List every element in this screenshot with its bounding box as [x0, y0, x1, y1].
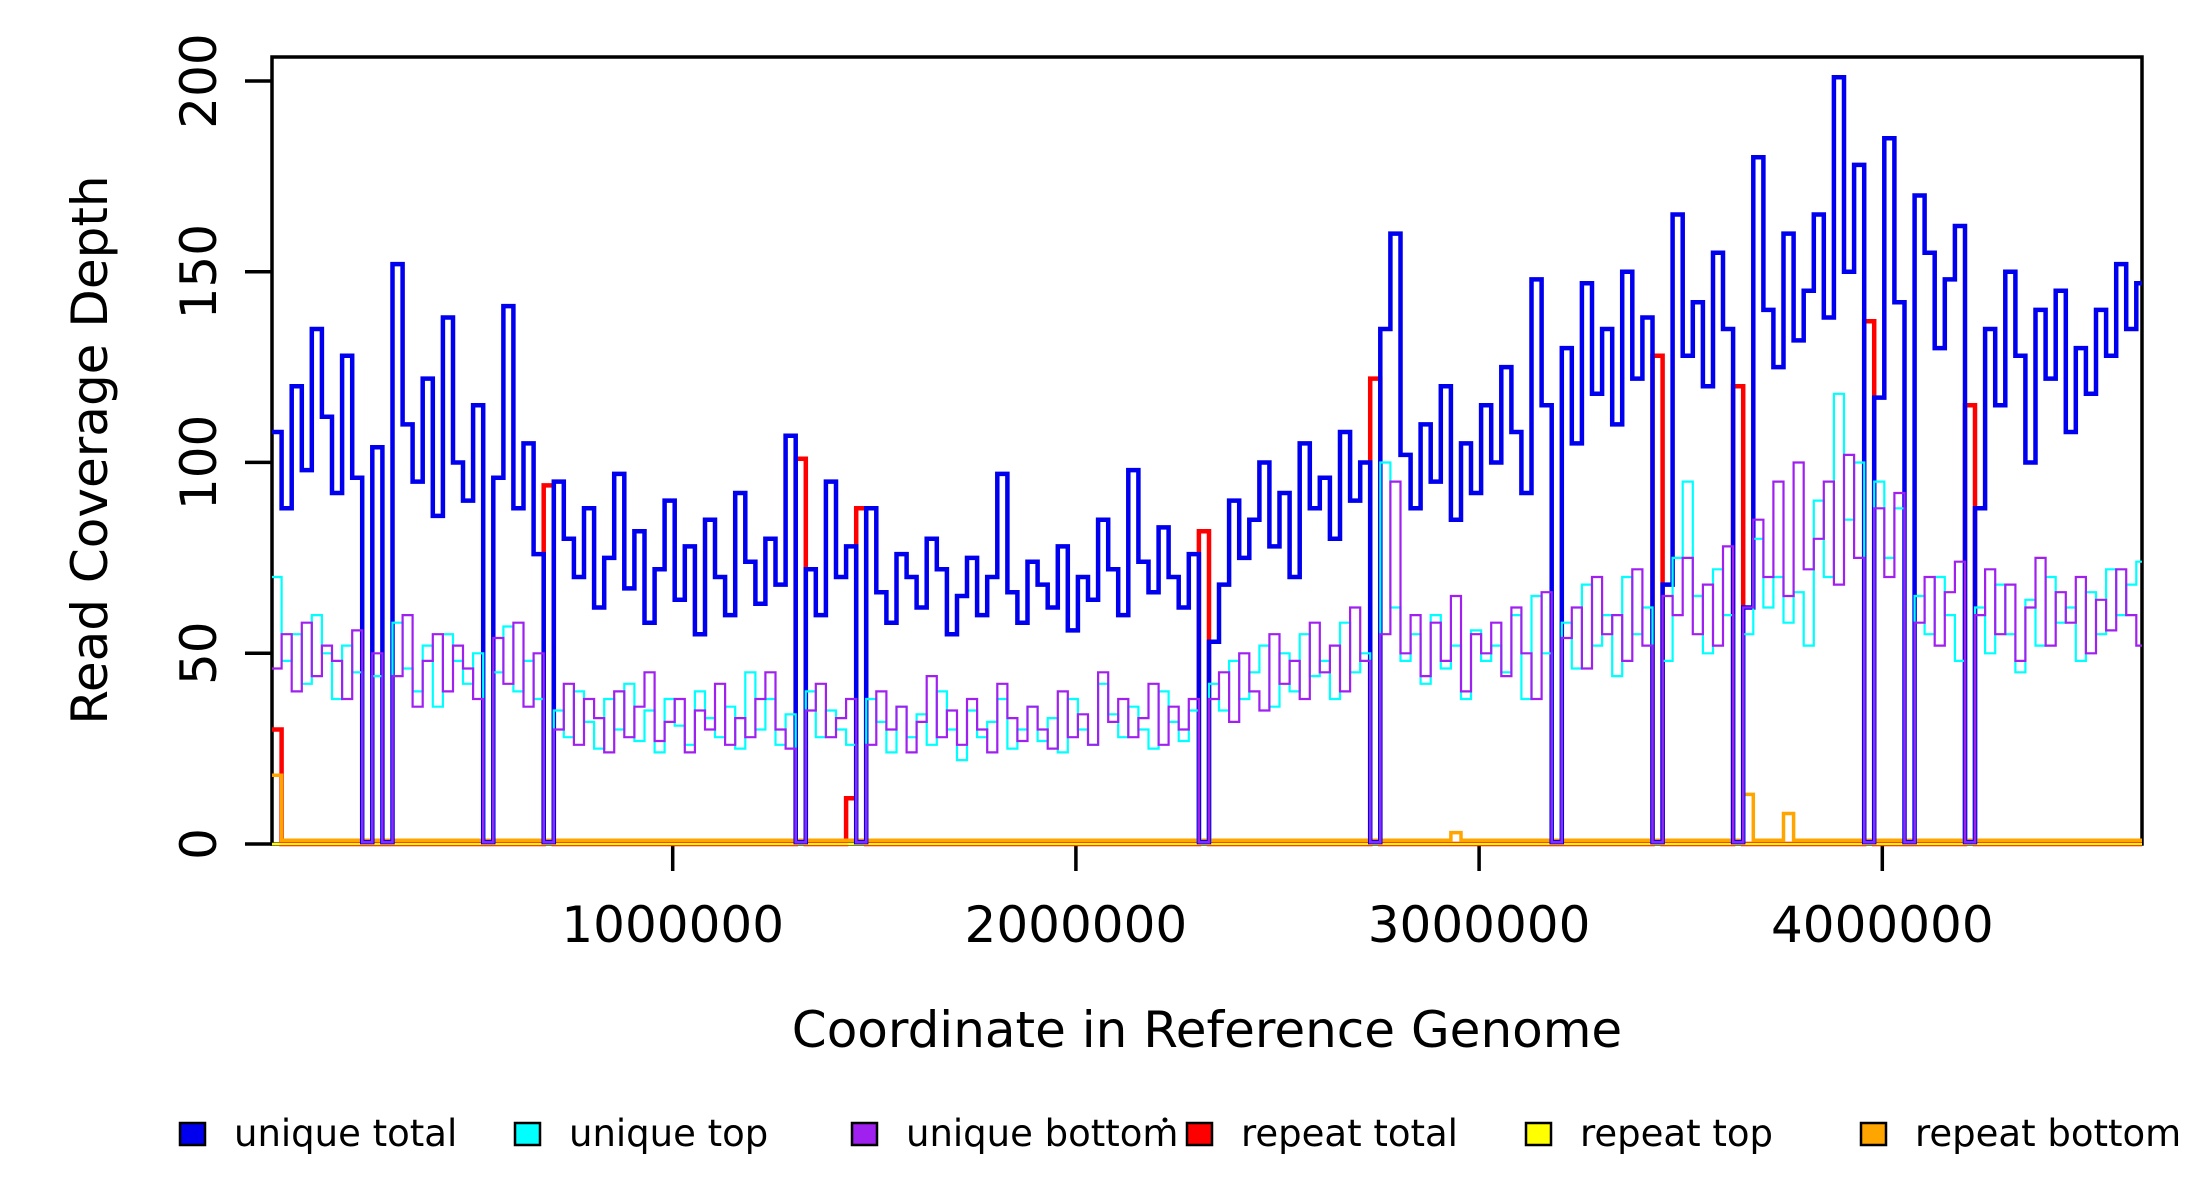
legend-swatch-unique-bottom — [850, 1121, 879, 1147]
x-tick-label-3000000: 3000000 — [1368, 896, 1591, 954]
x-tick-label-4000000: 4000000 — [1771, 896, 1994, 954]
legend-label-unique-top: unique top — [569, 1112, 768, 1155]
x-tick-label-1000000: 1000000 — [561, 896, 784, 954]
legend-swatch-repeat-bottom — [1859, 1121, 1888, 1147]
y-tick-label-100: 100 — [170, 415, 228, 510]
legend-label-unique-bottom: unique bottom — [906, 1112, 1178, 1155]
legend: unique total unique top unique bottom re… — [178, 1112, 2181, 1155]
y-tick-label-200: 200 — [170, 33, 228, 128]
x-axis-ticks — [670, 844, 1885, 871]
stray-dot — [1162, 1117, 1168, 1123]
legend-swatch-repeat-top — [1524, 1121, 1553, 1147]
legend-swatch-unique-top — [513, 1121, 542, 1147]
x-tick-label-2000000: 2000000 — [965, 896, 1188, 954]
series-line-repeat-bottom — [272, 773, 2142, 842]
legend-swatch-unique-total — [178, 1121, 207, 1147]
y-axis-title: Read Coverage Depth — [61, 175, 119, 724]
legend-swatch-repeat-total — [1185, 1121, 1214, 1147]
y-tick-label-150: 150 — [170, 224, 228, 319]
legend-label-repeat-bottom: repeat bottom — [1915, 1112, 2181, 1155]
legend-label-repeat-total: repeat total — [1241, 1112, 1458, 1155]
series-group — [272, 74, 2142, 847]
legend-label-repeat-top: repeat top — [1580, 1112, 1773, 1155]
x-axis-title: Coordinate in Reference Genome — [792, 1001, 1622, 1059]
y-axis-ticks — [245, 79, 272, 846]
y-tick-label-50: 50 — [170, 621, 228, 685]
y-tick-label-0: 0 — [170, 828, 228, 860]
legend-label-unique-total: unique total — [234, 1112, 457, 1155]
series-line-unique-bottom — [272, 453, 2142, 844]
